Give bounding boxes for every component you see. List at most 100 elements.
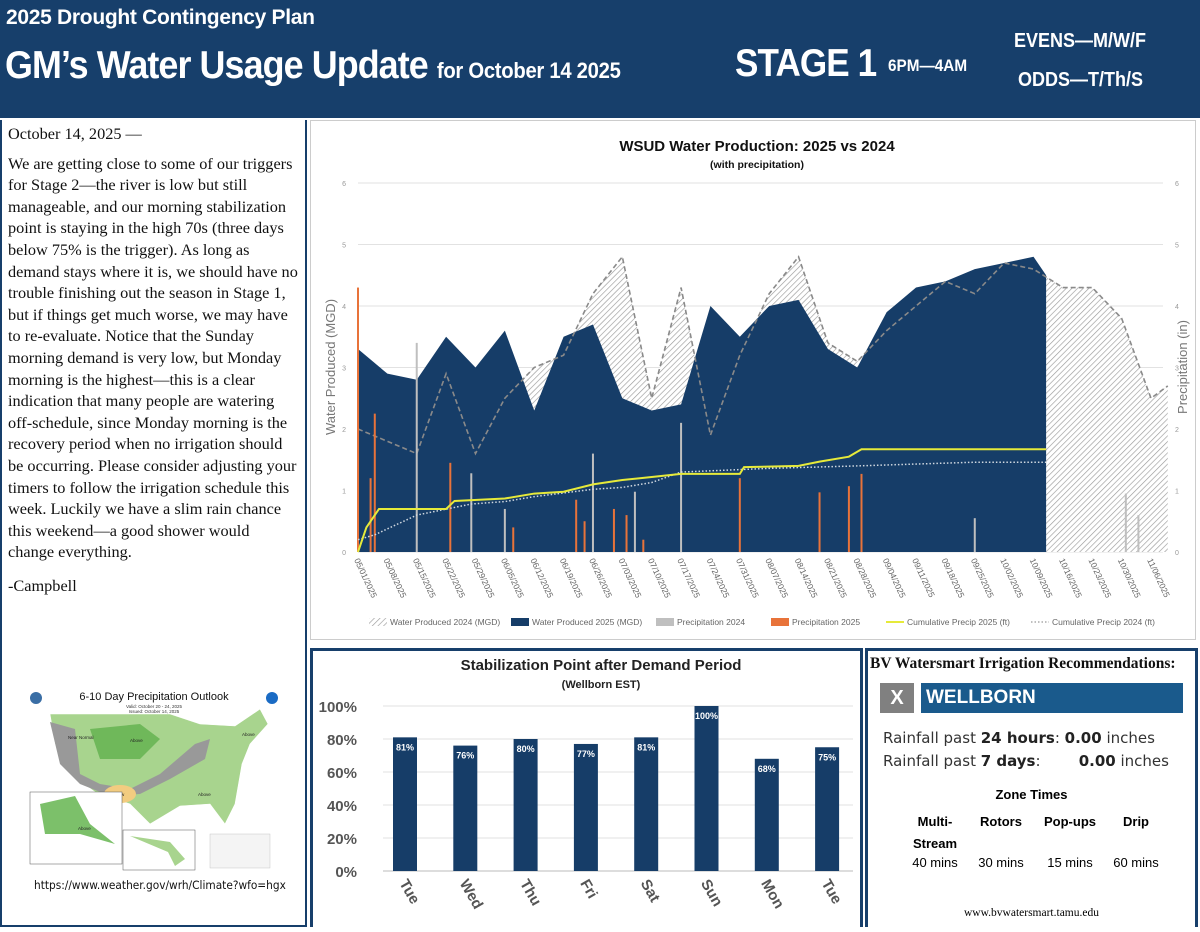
legend-swatch <box>511 618 529 626</box>
y-tick-label: 20% <box>327 831 357 848</box>
zone-multistream: Multi-Stream 40 mins <box>904 811 966 870</box>
irrigation-title: BV Watersmart Irrigation Recommendations… <box>870 655 1176 672</box>
zone-name: Drip <box>1123 814 1149 829</box>
zone-time: 60 mins <box>1113 855 1159 870</box>
x-tick-label: 07/24/2025 <box>705 557 732 600</box>
x-tick-label: Tue <box>396 877 424 908</box>
precip-2024-bar <box>633 491 636 552</box>
bar <box>754 758 779 871</box>
x-tick-label: Mon <box>757 877 787 912</box>
x-tick-label: 09/11/2025 <box>910 557 937 599</box>
letter-body: We are getting close to some of our trig… <box>8 153 298 562</box>
nws-logo-icon <box>266 692 278 704</box>
close-button[interactable]: X <box>880 683 914 713</box>
x-tick-label: 05/08/2025 <box>382 557 409 600</box>
legend-label: Precipitation 2024 <box>677 617 745 627</box>
y-axis-label: Water Produced (MGD) <box>323 299 338 435</box>
x-tick-label: 08/14/2025 <box>793 557 820 600</box>
series-2025-area <box>358 256 1047 552</box>
precip-2025-bar <box>575 499 578 552</box>
chart-subtitle: (Wellborn EST) <box>562 679 641 691</box>
water-production-svg: WSUD Water Production: 2025 vs 2024 (wit… <box>323 138 1190 627</box>
letter-signature: -Campbell <box>8 575 77 595</box>
map-label: Above <box>78 826 91 831</box>
x-tick-label: 07/31/2025 <box>734 557 761 600</box>
y2-tick-label: 1 <box>1175 489 1179 496</box>
x-tick-label: 08/07/2025 <box>763 557 790 600</box>
precip-2025-bar <box>642 539 645 552</box>
letter-panel: October 14, 2025 — We are getting close … <box>0 120 307 927</box>
precip-2024-bar <box>680 422 683 552</box>
near-normal-region <box>50 722 210 796</box>
rain-period: 7 days <box>980 752 1036 770</box>
y-tick-label: 0 <box>342 550 346 557</box>
evens-schedule: EVENS—M/W/F <box>1014 30 1147 52</box>
x-tick-label: Wed <box>456 877 486 913</box>
data-label: 75% <box>818 752 836 762</box>
zone-name: Pop-ups <box>1044 814 1096 829</box>
precipitation-outlook-map: 6-10 Day Precipitation Outlook Valid: Oc… <box>29 691 278 871</box>
x-tick-label: Thu <box>516 877 544 909</box>
x-tick-label: Sun <box>697 877 726 910</box>
chart-title: Stabilization Point after Demand Period <box>461 657 742 674</box>
precip-2024-bar <box>1137 515 1140 552</box>
x-tick-label: 06/19/2025 <box>558 557 585 600</box>
rain-unit: inches <box>1120 752 1169 770</box>
x-tick-label: 06/26/2025 <box>587 557 614 600</box>
rain-unit: inches <box>1106 729 1155 747</box>
x-tick-label: 07/03/2025 <box>617 557 644 600</box>
y-tick-label: 5 <box>342 243 346 250</box>
stage-label: STAGE 1 <box>735 42 877 85</box>
rain-value: 0.00 <box>1078 752 1116 770</box>
y2-tick-label: 4 <box>1175 304 1179 311</box>
watering-hours: 6PM—4AM <box>888 56 968 75</box>
y-tick-label: 100% <box>319 699 357 716</box>
precip-2025-bar <box>449 462 452 552</box>
x-tick-label: Sat <box>637 877 663 906</box>
watersmart-link[interactable]: www.bvwatersmart.tamu.edu <box>964 907 1099 919</box>
zone-time: 40 mins <box>912 855 958 870</box>
hawaii-inset <box>122 829 196 871</box>
zone-drip: Drip 60 mins <box>1101 811 1171 870</box>
legend-label: Precipitation 2025 <box>792 617 860 627</box>
data-label: 68% <box>758 764 776 774</box>
legend-swatch <box>656 618 674 626</box>
odds-schedule: ODDS—T/Th/S <box>1018 69 1144 91</box>
water-production-chart: WSUD Water Production: 2025 vs 2024 (wit… <box>310 120 1196 640</box>
stabilization-chart: Stabilization Point after Demand Period … <box>310 648 863 927</box>
y-tick-label: 60% <box>327 765 357 782</box>
stabilization-svg: Stabilization Point after Demand Period … <box>319 657 853 913</box>
bar <box>393 737 417 871</box>
y2-tick-label: 0 <box>1175 550 1179 557</box>
y2-tick-label: 6 <box>1175 181 1179 188</box>
precip-2025-bar <box>373 413 376 552</box>
y-tick-label: 1 <box>342 489 346 496</box>
precip-2025-bar <box>625 515 628 552</box>
cumulative-precip-2024-line <box>357 461 1047 541</box>
x-tick-label: 09/04/2025 <box>881 557 908 600</box>
location-banner: WELLBORN <box>921 683 1183 713</box>
chart-title: WSUD Water Production: 2025 vs 2024 <box>619 138 895 155</box>
rainfall-7d: Rainfall past 7 days: 0.00 inches <box>883 752 1169 770</box>
bar <box>573 743 598 871</box>
irrigation-recommendations: BV Watersmart Irrigation Recommendations… <box>865 648 1198 927</box>
map-label: Above <box>198 792 211 797</box>
precip-2024-bar <box>591 453 594 552</box>
bar <box>513 739 538 871</box>
precip-2025-bar <box>357 287 359 552</box>
zone-time: 15 mins <box>1047 855 1093 870</box>
precip-2024-bar <box>470 473 473 552</box>
noaa-seal-icon <box>30 692 42 704</box>
y-tick-label: 3 <box>342 366 346 373</box>
map-title: 6-10 Day Precipitation Outlook <box>79 691 229 703</box>
rain-period: 24 hours <box>980 729 1055 747</box>
x-tick-label: 09/25/2025 <box>969 557 996 600</box>
precip-2024-bar <box>1124 493 1127 552</box>
outlook-link[interactable]: https://www.weather.gov/wrh/Climate?wfo=… <box>34 878 286 892</box>
rain-label: Rainfall past <box>883 752 981 770</box>
data-label: 77% <box>577 749 595 759</box>
zone-rotors: Rotors 30 mins <box>966 811 1036 870</box>
plan-title: 2025 Drought Contingency Plan <box>6 6 315 29</box>
chart-subtitle: (with precipitation) <box>710 159 804 171</box>
precip-2024-bar <box>973 518 976 552</box>
